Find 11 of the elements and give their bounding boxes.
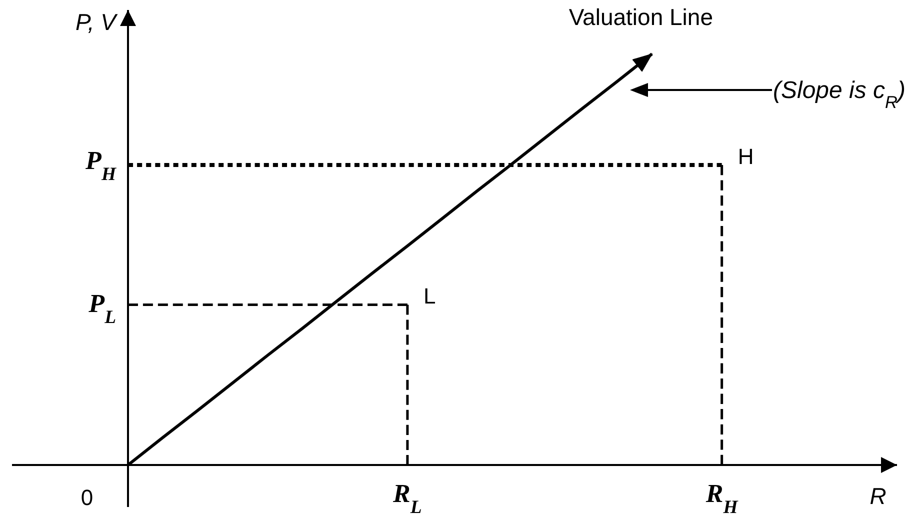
annotation: P$_{L}$ — [88, 289, 116, 328]
text: 0 — [80, 485, 94, 510]
annotation: P$_{H}$ — [84, 146, 118, 184]
series-label: Valuation Line — [568, 4, 713, 30]
text: R — [870, 483, 886, 509]
x-tick-label: R$_{L}$ — [392, 479, 422, 514]
y-axis-title: P, V — [76, 9, 119, 35]
text: (Slope is c$_{R}$) — [773, 77, 906, 112]
x-tick-label: R$_{H}$ — [704, 479, 740, 514]
annotation: H — [738, 144, 754, 169]
annotation: L — [423, 284, 436, 309]
